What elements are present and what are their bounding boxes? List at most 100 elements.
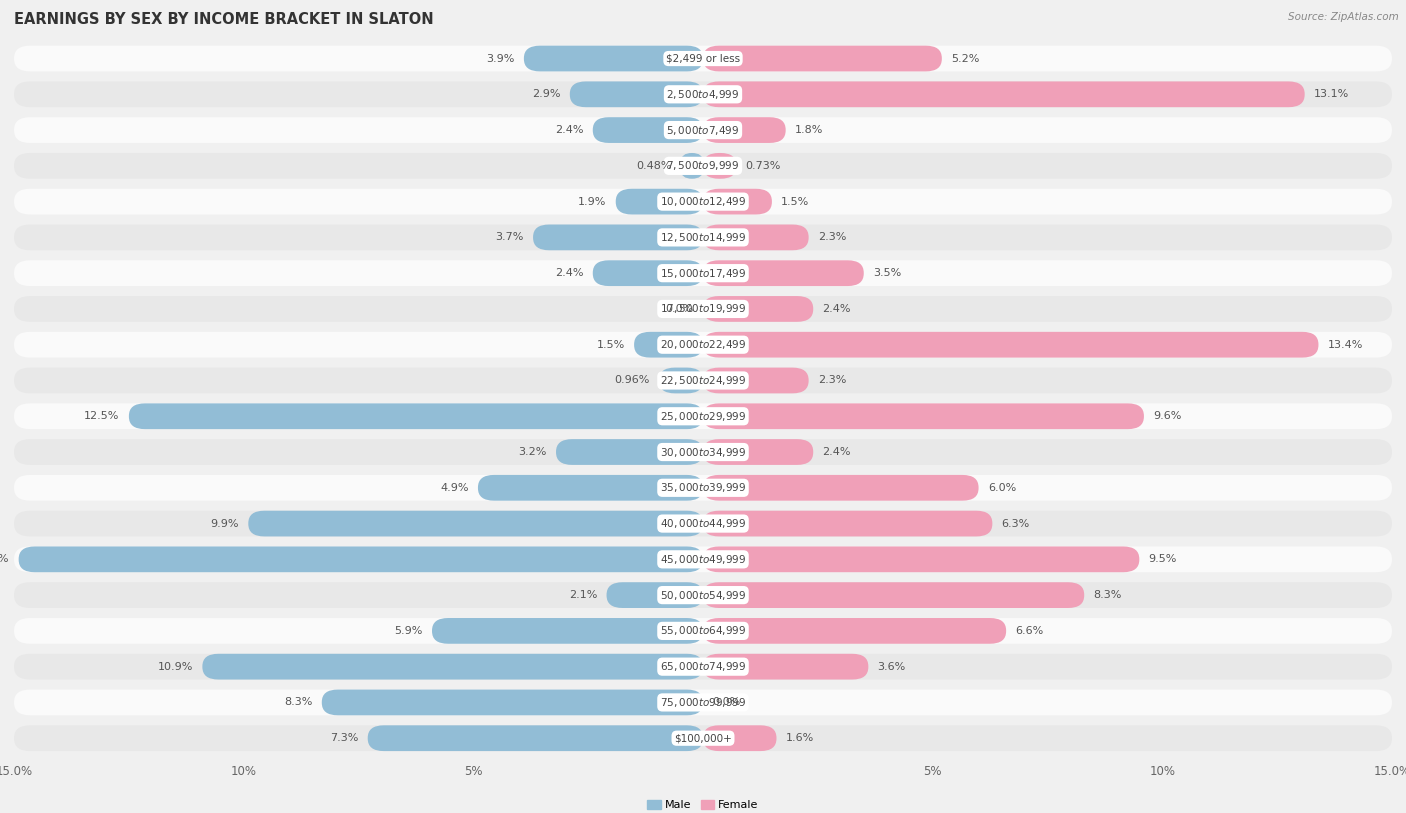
Text: 0.0%: 0.0% [713, 698, 741, 707]
Text: $2,500 to $4,999: $2,500 to $4,999 [666, 88, 740, 101]
Text: $35,000 to $39,999: $35,000 to $39,999 [659, 481, 747, 494]
FancyBboxPatch shape [634, 332, 703, 358]
Text: 1.8%: 1.8% [794, 125, 824, 135]
FancyBboxPatch shape [703, 332, 1319, 358]
Text: 3.9%: 3.9% [486, 54, 515, 63]
FancyBboxPatch shape [18, 546, 703, 572]
Text: $7,500 to $9,999: $7,500 to $9,999 [666, 159, 740, 172]
Text: Source: ZipAtlas.com: Source: ZipAtlas.com [1288, 12, 1399, 22]
FancyBboxPatch shape [703, 189, 772, 215]
Text: 9.5%: 9.5% [1149, 554, 1177, 564]
Text: $22,500 to $24,999: $22,500 to $24,999 [659, 374, 747, 387]
FancyBboxPatch shape [249, 511, 703, 537]
FancyBboxPatch shape [14, 153, 1392, 179]
FancyBboxPatch shape [703, 117, 786, 143]
FancyBboxPatch shape [14, 260, 1392, 286]
FancyBboxPatch shape [593, 260, 703, 286]
Text: 8.3%: 8.3% [1094, 590, 1122, 600]
Text: 13.1%: 13.1% [1313, 89, 1350, 99]
Text: 2.3%: 2.3% [818, 376, 846, 385]
FancyBboxPatch shape [14, 618, 1392, 644]
FancyBboxPatch shape [14, 511, 1392, 537]
Text: 10%: 10% [231, 765, 257, 778]
FancyBboxPatch shape [14, 46, 1392, 72]
Text: 1.5%: 1.5% [782, 197, 810, 207]
FancyBboxPatch shape [478, 475, 703, 501]
FancyBboxPatch shape [606, 582, 703, 608]
Text: 1.5%: 1.5% [596, 340, 624, 350]
FancyBboxPatch shape [703, 725, 776, 751]
FancyBboxPatch shape [524, 46, 703, 72]
FancyBboxPatch shape [14, 367, 1392, 393]
FancyBboxPatch shape [14, 117, 1392, 143]
FancyBboxPatch shape [533, 224, 703, 250]
FancyBboxPatch shape [14, 439, 1392, 465]
Text: 2.9%: 2.9% [531, 89, 561, 99]
FancyBboxPatch shape [14, 725, 1392, 751]
FancyBboxPatch shape [703, 153, 737, 179]
FancyBboxPatch shape [593, 117, 703, 143]
FancyBboxPatch shape [703, 224, 808, 250]
Text: $55,000 to $64,999: $55,000 to $64,999 [659, 624, 747, 637]
Text: 3.2%: 3.2% [519, 447, 547, 457]
FancyBboxPatch shape [202, 654, 703, 680]
Text: 5.9%: 5.9% [395, 626, 423, 636]
FancyBboxPatch shape [703, 260, 863, 286]
FancyBboxPatch shape [703, 296, 813, 322]
Text: 10%: 10% [1149, 765, 1175, 778]
FancyBboxPatch shape [703, 546, 1139, 572]
Text: $45,000 to $49,999: $45,000 to $49,999 [659, 553, 747, 566]
FancyBboxPatch shape [616, 189, 703, 215]
FancyBboxPatch shape [659, 367, 703, 393]
FancyBboxPatch shape [14, 654, 1392, 680]
Text: 15.0%: 15.0% [0, 765, 32, 778]
Text: $100,000+: $100,000+ [673, 733, 733, 743]
Text: 1.9%: 1.9% [578, 197, 606, 207]
Text: $2,499 or less: $2,499 or less [666, 54, 740, 63]
Text: $5,000 to $7,499: $5,000 to $7,499 [666, 124, 740, 137]
Text: $25,000 to $29,999: $25,000 to $29,999 [659, 410, 747, 423]
Legend: Male, Female: Male, Female [643, 796, 763, 813]
FancyBboxPatch shape [703, 367, 808, 393]
FancyBboxPatch shape [703, 618, 1007, 644]
FancyBboxPatch shape [14, 189, 1392, 215]
FancyBboxPatch shape [14, 475, 1392, 501]
Text: 5%: 5% [464, 765, 482, 778]
Text: 13.4%: 13.4% [1327, 340, 1362, 350]
Text: 15.0%: 15.0% [1374, 765, 1406, 778]
Text: 4.9%: 4.9% [440, 483, 468, 493]
FancyBboxPatch shape [703, 654, 869, 680]
FancyBboxPatch shape [432, 618, 703, 644]
Text: EARNINGS BY SEX BY INCOME BRACKET IN SLATON: EARNINGS BY SEX BY INCOME BRACKET IN SLA… [14, 12, 433, 27]
Text: 9.9%: 9.9% [211, 519, 239, 528]
Text: 0.96%: 0.96% [614, 376, 650, 385]
FancyBboxPatch shape [14, 582, 1392, 608]
Text: 6.3%: 6.3% [1001, 519, 1029, 528]
FancyBboxPatch shape [322, 689, 703, 715]
Text: 7.3%: 7.3% [330, 733, 359, 743]
FancyBboxPatch shape [569, 81, 703, 107]
FancyBboxPatch shape [703, 46, 942, 72]
FancyBboxPatch shape [703, 582, 1084, 608]
Text: $50,000 to $54,999: $50,000 to $54,999 [659, 589, 747, 602]
Text: $65,000 to $74,999: $65,000 to $74,999 [659, 660, 747, 673]
Text: 5%: 5% [924, 765, 942, 778]
FancyBboxPatch shape [681, 153, 703, 179]
Text: 2.4%: 2.4% [823, 304, 851, 314]
FancyBboxPatch shape [555, 439, 703, 465]
Text: 8.3%: 8.3% [284, 698, 312, 707]
Text: 3.5%: 3.5% [873, 268, 901, 278]
Text: 9.6%: 9.6% [1153, 411, 1181, 421]
Text: 3.7%: 3.7% [495, 233, 524, 242]
Text: 12.5%: 12.5% [84, 411, 120, 421]
FancyBboxPatch shape [14, 81, 1392, 107]
Text: $17,500 to $19,999: $17,500 to $19,999 [659, 302, 747, 315]
Text: 0.73%: 0.73% [745, 161, 782, 171]
Text: 6.6%: 6.6% [1015, 626, 1043, 636]
Text: 0.0%: 0.0% [665, 304, 693, 314]
FancyBboxPatch shape [14, 224, 1392, 250]
FancyBboxPatch shape [14, 689, 1392, 715]
Text: 2.3%: 2.3% [818, 233, 846, 242]
Text: 1.6%: 1.6% [786, 733, 814, 743]
Text: $20,000 to $22,499: $20,000 to $22,499 [659, 338, 747, 351]
